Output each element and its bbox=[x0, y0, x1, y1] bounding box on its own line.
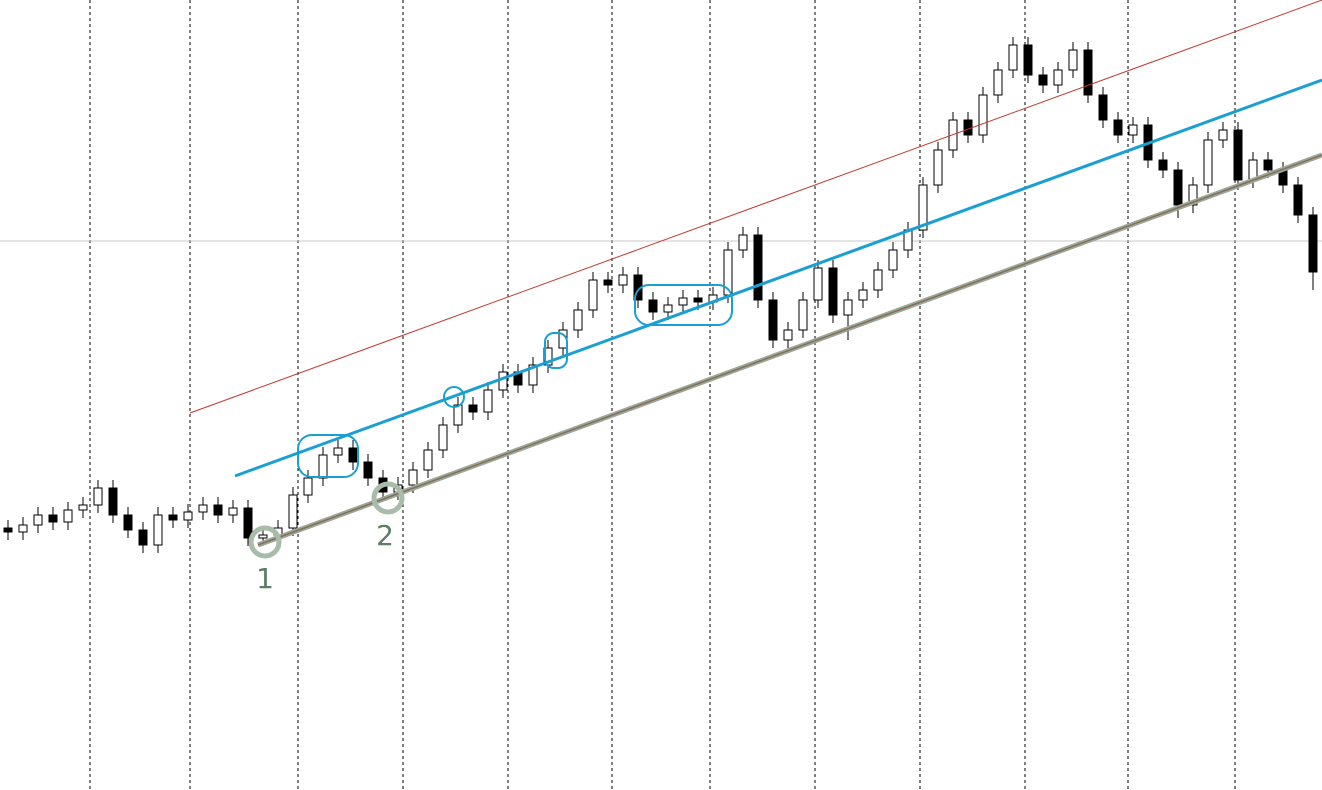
candle-body bbox=[228, 507, 238, 516]
touch-circle bbox=[248, 525, 282, 559]
candle-body bbox=[588, 279, 598, 311]
candle-body bbox=[1038, 74, 1048, 86]
candle-body bbox=[1023, 44, 1033, 76]
candle-body bbox=[1053, 69, 1063, 86]
candle-body bbox=[363, 461, 373, 479]
candle-body bbox=[108, 487, 118, 516]
candle-body bbox=[213, 504, 223, 516]
candle-body bbox=[978, 94, 988, 136]
upper-channel-line bbox=[189, 0, 1322, 414]
candle-body bbox=[648, 299, 658, 313]
support-line-core bbox=[257, 154, 1322, 546]
candle-body bbox=[48, 514, 58, 523]
candle-body bbox=[573, 309, 583, 331]
candle-body bbox=[858, 289, 868, 301]
candle-body bbox=[468, 404, 478, 413]
candle-body bbox=[678, 297, 688, 306]
candle-body bbox=[348, 447, 358, 463]
trend-lines bbox=[189, 0, 1322, 548]
candle-body bbox=[843, 299, 853, 316]
candle-body bbox=[33, 514, 43, 526]
candle-body bbox=[828, 267, 838, 316]
candle-body bbox=[333, 447, 343, 456]
candle-body bbox=[693, 297, 703, 303]
candle-body bbox=[873, 269, 883, 291]
candle-body bbox=[1293, 184, 1303, 216]
candle-body bbox=[3, 527, 13, 533]
candle-body bbox=[288, 494, 298, 529]
candle-body bbox=[1113, 119, 1123, 136]
candle-body bbox=[153, 514, 163, 546]
highlight-box bbox=[544, 332, 568, 369]
highlight-box bbox=[634, 284, 733, 326]
candle-body bbox=[663, 304, 673, 313]
candle-body bbox=[1158, 159, 1168, 171]
candle-body bbox=[1308, 214, 1318, 273]
candle-body bbox=[783, 329, 793, 341]
candle-body bbox=[1233, 129, 1243, 181]
candle-body bbox=[618, 274, 628, 286]
candle-body bbox=[738, 234, 748, 251]
candle-body bbox=[1008, 44, 1018, 71]
candle-body bbox=[93, 487, 103, 506]
candle-body bbox=[63, 509, 73, 523]
candle-body bbox=[1098, 94, 1108, 121]
candle-body bbox=[243, 507, 253, 539]
candle-body bbox=[1218, 129, 1228, 141]
candle-body bbox=[933, 149, 943, 186]
highlights bbox=[297, 284, 733, 478]
candle-body bbox=[888, 249, 898, 271]
candle-body bbox=[453, 404, 463, 426]
candle-body bbox=[303, 477, 313, 496]
candle-body bbox=[1173, 169, 1183, 206]
candle-body bbox=[438, 424, 448, 451]
candle-body bbox=[123, 514, 133, 531]
candle-body bbox=[603, 279, 613, 286]
candle-body bbox=[1188, 184, 1198, 206]
candle-body bbox=[1068, 49, 1078, 71]
touch-circle bbox=[371, 481, 405, 515]
candle-body bbox=[753, 234, 763, 301]
candles bbox=[3, 37, 1318, 553]
touch-points bbox=[248, 481, 405, 559]
candle-body bbox=[1128, 124, 1138, 136]
candle-body bbox=[408, 469, 418, 486]
candle-body bbox=[183, 511, 193, 521]
candle-body bbox=[258, 534, 268, 539]
annotation: 2 bbox=[376, 519, 394, 552]
candle-body bbox=[198, 504, 208, 513]
candle-body bbox=[168, 514, 178, 521]
candle-body bbox=[768, 299, 778, 341]
candle-body bbox=[1083, 49, 1093, 96]
candle-body bbox=[1263, 159, 1273, 171]
candle-body bbox=[1203, 139, 1213, 186]
candle-body bbox=[498, 371, 508, 391]
highlight-box bbox=[297, 434, 359, 478]
highlight-circle bbox=[443, 386, 465, 408]
candle-body bbox=[918, 184, 928, 231]
candle-body bbox=[798, 299, 808, 331]
candle-body bbox=[813, 267, 823, 301]
middle-channel-line bbox=[234, 78, 1322, 478]
candle-body bbox=[483, 389, 493, 413]
candle-body bbox=[528, 364, 538, 386]
candle-body bbox=[78, 504, 88, 511]
candle-body bbox=[993, 69, 1003, 96]
annotation: 1 bbox=[256, 562, 274, 595]
candle-body bbox=[318, 454, 328, 479]
candle-body bbox=[423, 449, 433, 471]
candle-body bbox=[963, 119, 973, 136]
candle-body bbox=[138, 529, 148, 546]
candle-body bbox=[18, 524, 28, 533]
